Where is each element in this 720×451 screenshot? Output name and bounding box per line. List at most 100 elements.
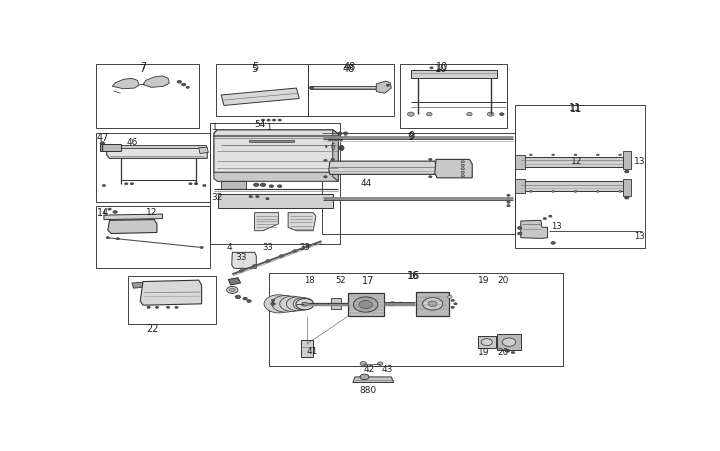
Circle shape — [596, 155, 599, 156]
Circle shape — [200, 247, 203, 249]
Text: 32: 32 — [212, 193, 223, 202]
Text: 14: 14 — [96, 207, 109, 217]
Text: 17: 17 — [362, 276, 374, 285]
Circle shape — [272, 296, 299, 313]
Circle shape — [266, 260, 270, 263]
Circle shape — [230, 289, 235, 292]
Text: 9: 9 — [408, 130, 414, 141]
Polygon shape — [521, 221, 547, 239]
Circle shape — [507, 195, 510, 197]
Polygon shape — [288, 213, 316, 231]
Circle shape — [487, 113, 494, 117]
Circle shape — [256, 196, 259, 198]
Circle shape — [551, 242, 555, 245]
Bar — [623, 179, 631, 197]
Text: 1: 1 — [266, 123, 271, 132]
Circle shape — [618, 155, 621, 156]
Circle shape — [331, 159, 334, 161]
Circle shape — [269, 185, 274, 188]
Circle shape — [235, 295, 240, 299]
Text: 48: 48 — [344, 62, 356, 72]
Polygon shape — [228, 278, 240, 285]
Circle shape — [397, 303, 403, 306]
Circle shape — [277, 185, 282, 188]
Circle shape — [389, 302, 396, 306]
Text: 12: 12 — [145, 207, 157, 216]
Circle shape — [227, 287, 238, 294]
Text: 20: 20 — [498, 276, 509, 285]
Text: 19: 19 — [478, 348, 490, 357]
Circle shape — [249, 196, 253, 198]
Circle shape — [574, 155, 577, 156]
Circle shape — [426, 113, 432, 117]
Polygon shape — [112, 79, 139, 90]
Text: 13: 13 — [634, 231, 644, 240]
Circle shape — [574, 191, 577, 193]
Text: 5: 5 — [252, 62, 258, 72]
Text: 33: 33 — [300, 242, 310, 251]
Circle shape — [529, 155, 532, 156]
Text: 18: 18 — [304, 276, 315, 285]
Text: 52: 52 — [336, 276, 346, 285]
Circle shape — [338, 136, 342, 138]
Circle shape — [296, 299, 314, 310]
Bar — [301, 341, 313, 357]
Text: 54: 54 — [255, 120, 266, 129]
Circle shape — [266, 198, 269, 200]
Circle shape — [338, 133, 342, 135]
Circle shape — [503, 338, 516, 346]
Bar — [310, 87, 377, 90]
Text: 44: 44 — [361, 179, 372, 188]
Polygon shape — [333, 130, 338, 182]
Circle shape — [428, 301, 437, 307]
Bar — [498, 335, 521, 350]
Circle shape — [451, 307, 454, 308]
Circle shape — [507, 198, 510, 200]
Circle shape — [166, 307, 170, 308]
Text: 33: 33 — [262, 242, 273, 251]
Circle shape — [324, 176, 327, 179]
Circle shape — [518, 233, 522, 235]
Circle shape — [461, 175, 464, 177]
Polygon shape — [255, 213, 279, 231]
Circle shape — [271, 299, 275, 302]
Polygon shape — [107, 147, 207, 159]
Polygon shape — [214, 173, 338, 182]
Circle shape — [106, 237, 109, 239]
Bar — [249, 140, 294, 143]
Circle shape — [428, 176, 432, 179]
Polygon shape — [329, 162, 436, 175]
Circle shape — [264, 295, 293, 313]
Bar — [269, 273, 563, 367]
Circle shape — [387, 85, 390, 87]
Text: 20: 20 — [498, 348, 509, 357]
Bar — [331, 299, 341, 309]
Polygon shape — [199, 148, 208, 154]
Text: • 6 ●: • 6 ● — [324, 143, 345, 152]
Bar — [221, 182, 246, 189]
Circle shape — [130, 183, 133, 185]
Polygon shape — [221, 89, 300, 106]
Circle shape — [511, 352, 515, 354]
Polygon shape — [214, 130, 338, 177]
Text: 48: 48 — [343, 64, 355, 74]
Circle shape — [481, 339, 492, 346]
Circle shape — [406, 303, 410, 305]
Text: 9: 9 — [407, 131, 413, 141]
Text: 33: 33 — [235, 253, 246, 262]
Circle shape — [292, 250, 297, 253]
Bar — [128, 276, 215, 324]
Bar — [348, 293, 384, 317]
Circle shape — [102, 185, 106, 187]
Circle shape — [156, 307, 158, 308]
Circle shape — [108, 209, 111, 211]
Text: 43: 43 — [382, 364, 393, 373]
Circle shape — [408, 113, 414, 117]
Circle shape — [423, 298, 443, 310]
Circle shape — [377, 362, 383, 366]
Circle shape — [343, 133, 348, 135]
Circle shape — [354, 297, 378, 313]
Circle shape — [461, 161, 464, 164]
Circle shape — [278, 120, 282, 122]
Circle shape — [175, 307, 178, 308]
